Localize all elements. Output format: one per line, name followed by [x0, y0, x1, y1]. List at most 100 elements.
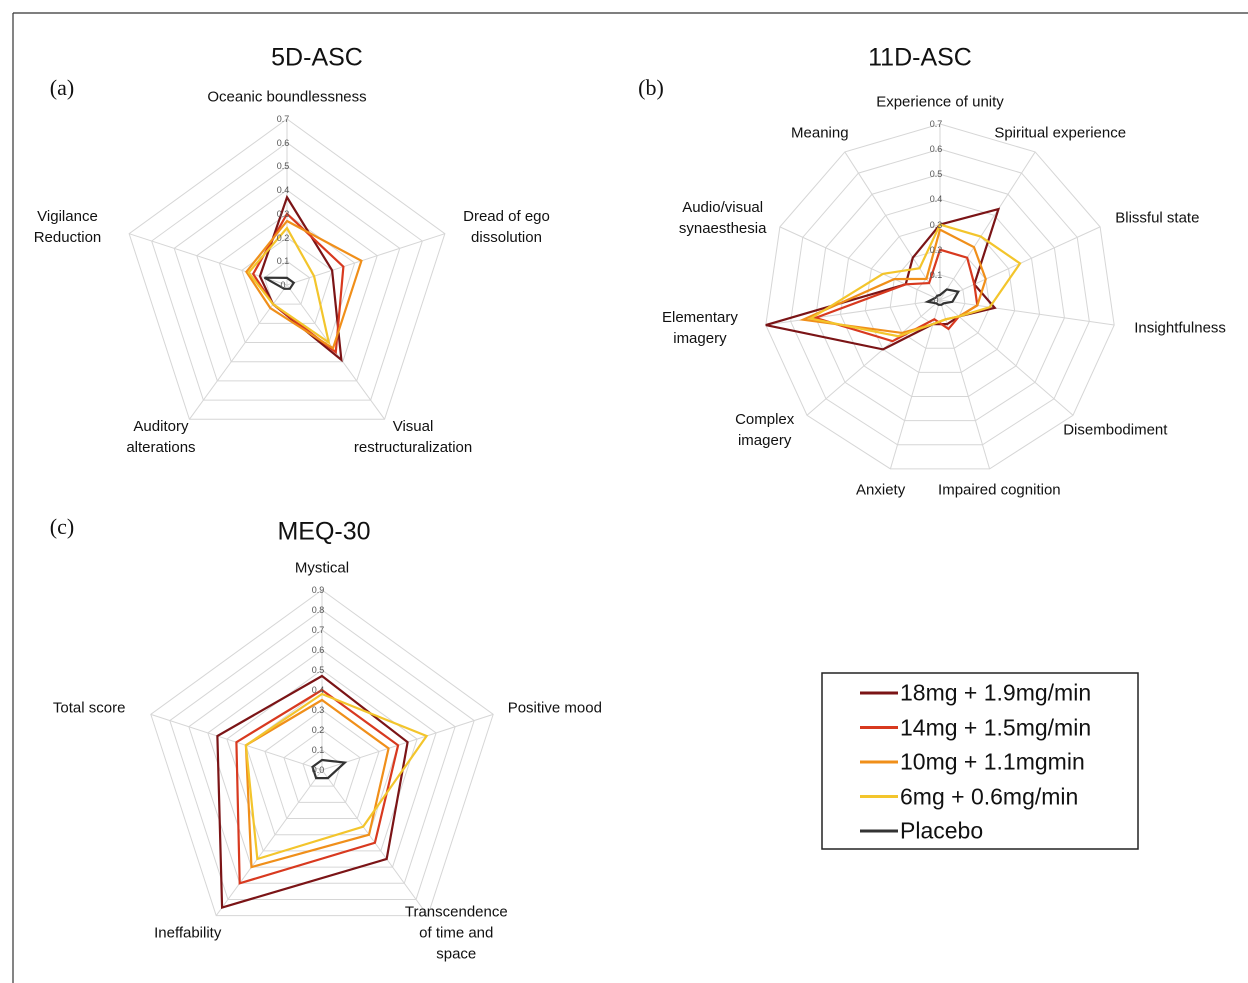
spoke: [939, 299, 1074, 416]
r-tick-label: 0.8: [311, 605, 325, 615]
axis-label: Dread of ego dissolution: [463, 207, 550, 246]
axis-label: Experience of unity: [876, 93, 1004, 111]
axis-label: Elementary imagery: [661, 309, 738, 348]
series-line: [245, 219, 363, 351]
grid-ring: [226, 669, 418, 852]
spoke: [189, 284, 288, 420]
r-tick-label: 0: [933, 295, 939, 305]
grid-ring: [173, 165, 401, 382]
axis-label: Anxiety: [856, 481, 906, 499]
r-tick-label: 0.7: [276, 114, 290, 124]
r-tick-label: 0.4: [276, 185, 290, 196]
axis-label: Audio/visual synaesthesia: [678, 198, 767, 237]
series-line: [216, 674, 409, 909]
grid-ring: [241, 236, 333, 324]
axis-label: Positive mood: [507, 699, 602, 717]
axis-label: Oceanic boundlessness: [207, 88, 367, 106]
series-line: [244, 692, 429, 861]
grid-ring: [207, 649, 437, 868]
series-line: [251, 212, 345, 355]
r-tick-label: 0.4: [929, 194, 943, 205]
r-tick-label: 0.1: [311, 745, 325, 755]
axis-label: Visual restructuralization: [353, 418, 473, 457]
spoke: [889, 299, 941, 470]
axis-label: Insightfulness: [1134, 319, 1226, 337]
spoke: [779, 226, 941, 301]
grid-ring: [283, 729, 361, 803]
panel-label: (c): [49, 514, 75, 539]
spoke: [286, 233, 446, 286]
panel-label: (a): [49, 75, 75, 100]
grid-ring: [889, 249, 991, 349]
legend-label: 6mg + 0.6mg/min: [900, 783, 1079, 809]
r-tick-label: 0.1: [276, 256, 290, 267]
grid-ring: [169, 609, 475, 900]
grid-ring: [188, 629, 456, 884]
r-tick-label: 0.7: [311, 625, 325, 635]
axis-label: Blissful state: [1115, 209, 1200, 227]
grid-ring: [765, 123, 1115, 470]
axis-label: Total score: [52, 699, 126, 717]
r-tick-label: 0.6: [929, 144, 943, 155]
grid-ring: [151, 142, 423, 401]
spoke: [939, 151, 1036, 301]
spoke: [844, 151, 941, 301]
r-tick-label: 0.4: [311, 685, 325, 695]
r-tick-label: 0.9: [311, 585, 325, 595]
chart-title: 5D-ASC: [271, 43, 363, 72]
series-line: [924, 288, 961, 306]
r-tick-label: 0.6: [311, 645, 325, 655]
r-tick-label: 0.1: [929, 269, 943, 280]
grid-ring: [150, 589, 494, 917]
grid-ring: [839, 198, 1041, 397]
axis-label: Complex imagery: [735, 410, 795, 449]
series-line: [235, 688, 400, 885]
spoke: [215, 769, 323, 916]
r-tick-label: 0.0: [311, 765, 325, 775]
r-tick-label: 0.2: [929, 244, 943, 255]
axis-label: Spiritual experience: [994, 124, 1127, 142]
grid-ring: [263, 260, 311, 305]
series-line: [765, 207, 1001, 351]
axis-label: Meaning: [791, 124, 849, 142]
spoke: [765, 299, 941, 326]
series-line: [812, 248, 979, 343]
grid-ring: [864, 224, 1016, 373]
grid-ring: [790, 148, 1090, 446]
axis-label: Transcendence of time and space: [404, 903, 508, 963]
grid-ring: [128, 118, 446, 420]
spoke: [128, 233, 288, 286]
series-line: [263, 276, 296, 290]
legend-label: Placebo: [900, 817, 984, 844]
grid-ring: [815, 173, 1065, 422]
spoke: [939, 299, 1115, 326]
axis-label: Auditory alterations: [126, 418, 196, 457]
chart-title: 11D-ASC: [868, 43, 972, 72]
chart-title: MEQ-30: [277, 517, 371, 546]
legend-label: 18mg + 1.9mg/min: [900, 679, 1092, 706]
legend-label: 14mg + 1.5mg/min: [900, 714, 1092, 740]
series-line: [247, 226, 331, 346]
spoke: [939, 299, 991, 470]
r-tick-label: 0.6: [276, 137, 290, 148]
axis-label: Impaired cognition: [938, 481, 1061, 499]
r-tick-label: 0.2: [311, 725, 325, 735]
r-tick-label: 0.7: [929, 119, 943, 129]
panel-label: (b): [638, 75, 664, 100]
r-tick-label: 0.5: [276, 161, 290, 172]
spoke: [806, 299, 941, 416]
grid-ring: [196, 189, 378, 363]
series-line: [311, 758, 348, 780]
axis-label: Ineffability: [154, 924, 222, 942]
series-line: [807, 223, 1022, 338]
axis-label: Disembodiment: [1063, 421, 1168, 439]
r-tick-label: 0.5: [929, 169, 943, 180]
r-tick-label: 0.3: [311, 705, 325, 715]
r-tick-label: 0.5: [311, 665, 325, 675]
r-tick-label: 0.2: [276, 232, 290, 243]
grid-ring: [218, 213, 356, 344]
r-tick-label: 0.3: [929, 219, 943, 230]
legend-label: 10mg + 1.1mgmin: [900, 748, 1085, 775]
